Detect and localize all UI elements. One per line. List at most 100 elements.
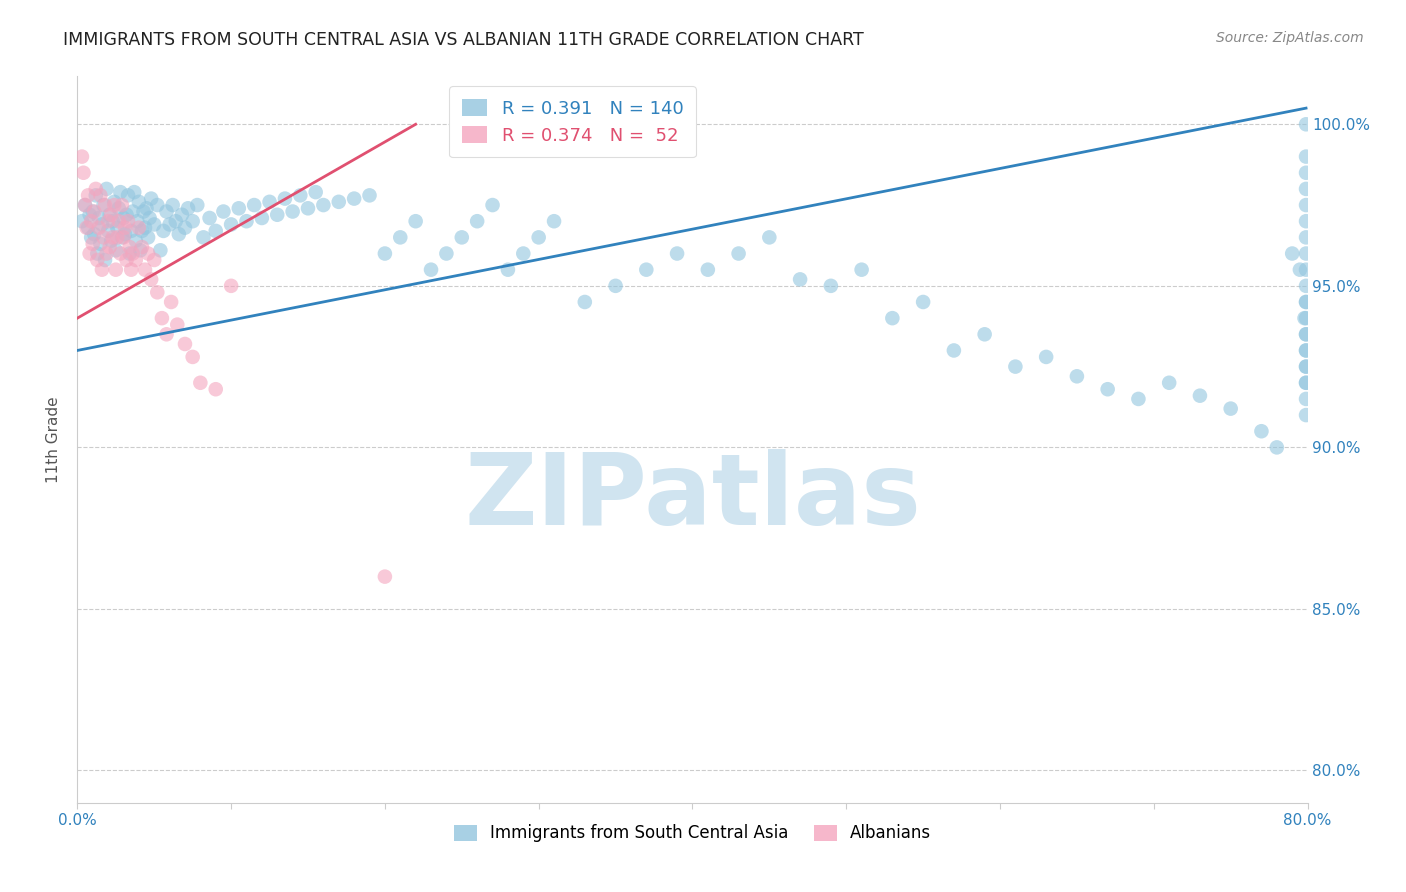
Point: [198, 211, 221, 225]
Point: [104, 244, 127, 258]
Point: [1289, 262, 1312, 277]
Point: [882, 311, 904, 326]
Point: [636, 262, 658, 277]
Point: [118, 240, 141, 254]
Point: [912, 295, 935, 310]
Point: [94, 198, 117, 212]
Point: [105, 230, 128, 244]
Point: [328, 194, 350, 209]
Point: [100, 208, 122, 222]
Point: [1295, 182, 1317, 196]
Point: [1295, 359, 1317, 374]
Point: [1295, 278, 1317, 293]
Point: [374, 569, 396, 583]
Point: [79, 208, 101, 222]
Point: [77, 220, 100, 235]
Point: [115, 252, 138, 267]
Point: [152, 224, 174, 238]
Point: [90, 218, 114, 232]
Point: [117, 214, 139, 228]
Point: [72, 166, 94, 180]
Point: [820, 278, 842, 293]
Point: [120, 224, 142, 238]
Point: [1295, 359, 1317, 374]
Point: [80, 230, 103, 244]
Point: [666, 246, 689, 260]
Point: [111, 198, 134, 212]
Point: [174, 220, 197, 235]
Point: [94, 252, 117, 267]
Point: [84, 188, 107, 202]
Point: [134, 262, 156, 277]
Point: [84, 182, 107, 196]
Point: [86, 246, 108, 260]
Point: [343, 192, 366, 206]
Point: [89, 236, 111, 251]
Point: [1295, 408, 1317, 422]
Point: [98, 208, 121, 222]
Point: [73, 198, 96, 212]
Point: [138, 211, 160, 225]
Point: [118, 246, 141, 260]
Point: [228, 202, 250, 216]
Point: [1295, 198, 1317, 212]
Point: [696, 262, 718, 277]
Point: [1295, 214, 1317, 228]
Point: [1295, 117, 1317, 131]
Point: [127, 214, 149, 228]
Point: [1281, 246, 1303, 260]
Point: [1295, 246, 1317, 260]
Point: [1128, 392, 1150, 406]
Point: [87, 220, 110, 235]
Point: [543, 214, 565, 228]
Point: [1295, 262, 1317, 277]
Point: [1265, 441, 1288, 455]
Point: [96, 246, 118, 260]
Point: [105, 220, 128, 235]
Point: [150, 311, 173, 326]
Point: [1219, 401, 1241, 416]
Point: [122, 185, 145, 199]
Point: [100, 234, 122, 248]
Legend: Immigrants from South Central Asia, Albanians: Immigrants from South Central Asia, Alba…: [447, 818, 938, 849]
Point: [1250, 424, 1272, 438]
Point: [86, 252, 108, 267]
Point: [212, 204, 235, 219]
Point: [188, 376, 212, 390]
Point: [93, 230, 115, 244]
Point: [605, 278, 627, 293]
Point: [1295, 376, 1317, 390]
Point: [136, 246, 159, 260]
Point: [129, 244, 152, 258]
Point: [104, 262, 127, 277]
Point: [114, 220, 136, 235]
Point: [115, 208, 138, 222]
Point: [1295, 392, 1317, 406]
Point: [167, 227, 190, 241]
Point: [1295, 230, 1317, 244]
Point: [1035, 350, 1057, 364]
Point: [162, 198, 184, 212]
Point: [83, 227, 105, 241]
Point: [83, 204, 105, 219]
Point: [259, 194, 281, 209]
Point: [108, 202, 131, 216]
Point: [973, 327, 995, 342]
Point: [1159, 376, 1181, 390]
Point: [110, 246, 132, 260]
Point: [143, 218, 166, 232]
Point: [103, 198, 125, 212]
Point: [98, 240, 121, 254]
Point: [219, 278, 242, 293]
Point: [97, 224, 120, 238]
Point: [235, 214, 257, 228]
Point: [177, 202, 200, 216]
Point: [512, 246, 534, 260]
Point: [135, 202, 157, 216]
Point: [1066, 369, 1088, 384]
Point: [121, 204, 143, 219]
Point: [389, 230, 412, 244]
Point: [274, 192, 297, 206]
Point: [141, 272, 163, 286]
Point: [1295, 311, 1317, 326]
